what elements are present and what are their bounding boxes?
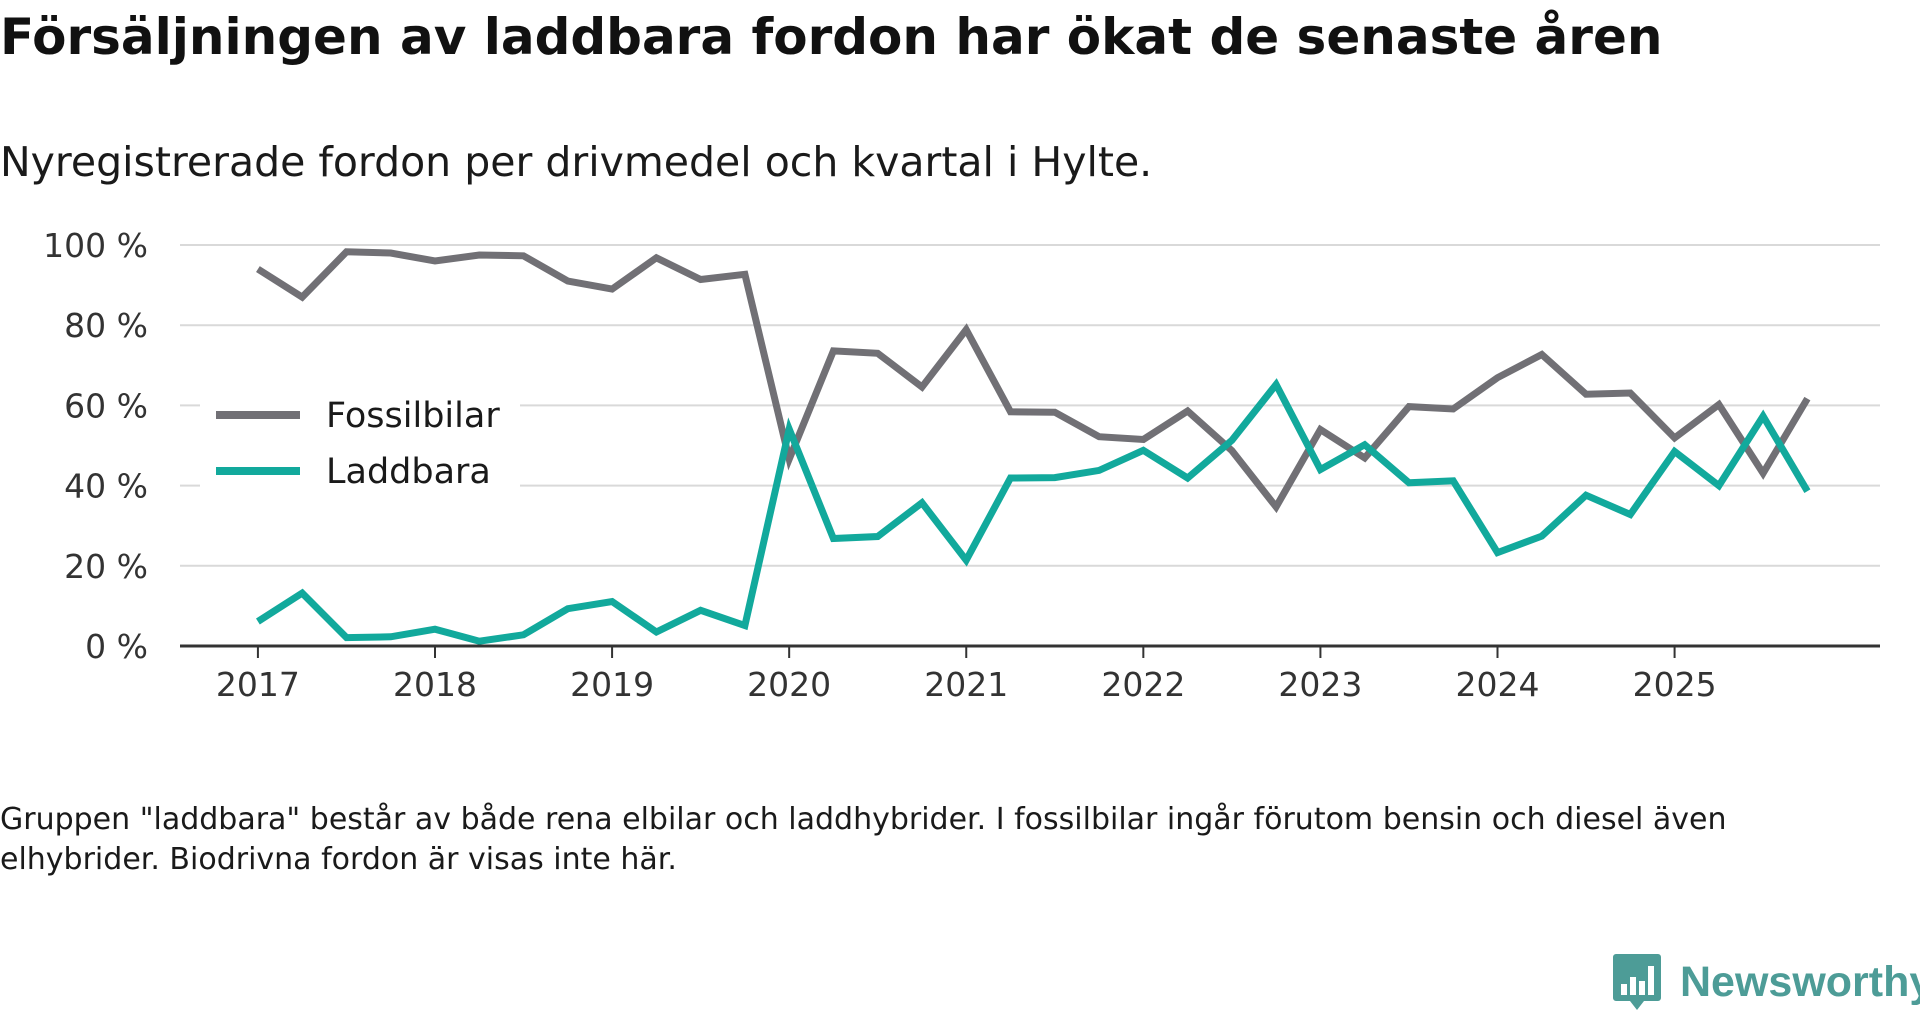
chart-series [256,248,1811,645]
legend-label-laddbara: Laddbara [326,452,491,492]
brand-name: Newsworthy [1680,957,1920,1006]
x-tick-label: 2025 [1633,665,1717,704]
gridlines [180,244,1880,567]
y-tick-label: 0 % [85,627,148,666]
newsworthy-logo-icon [1613,954,1661,1010]
y-tick-label: 40 % [64,467,148,506]
x-tick-label: 2019 [570,665,654,704]
x-tick-label: 2024 [1456,665,1540,704]
chart-title: Försäljningen av laddbara fordon har öka… [0,8,1663,66]
x-tick-label: 2018 [393,665,477,704]
line-chart: 0 % 20 % 40 % 60 % 80 % 100 % 2017 2018 2019 202… [43,226,1880,704]
x-tick-label: 2021 [924,665,1008,704]
legend-label-fossilbilar: Fossilbilar [326,396,500,436]
brand-logo[interactable]: Newsworthy [1612,950,1920,1014]
y-tick-label: 60 % [64,386,148,425]
x-tick-label: 2017 [216,665,300,704]
y-tick-label: 20 % [64,547,148,586]
x-axis: 2017 2018 2019 2020 2021 2022 2023 2024 2025 [180,644,1880,704]
x-tick-label: 2020 [747,665,831,704]
series-line-laddbara [256,378,1811,645]
y-tick-label: 100 % [43,226,148,265]
x-tick-label: 2023 [1278,665,1362,704]
chart-subtitle: Nyregistrerade fordon per drivmedel och … [0,138,1153,186]
legend: Fossilbilar Laddbara [200,385,520,497]
y-tick-label: 80 % [64,306,148,345]
y-axis-ticks: 0 % 20 % 40 % 60 % 80 % 100 % [43,226,148,666]
x-tick-label: 2022 [1101,665,1185,704]
series-line-fossilbilar [256,248,1811,514]
footnote: Gruppen "laddbara" består av både rena e… [0,802,1727,877]
legend-background [200,385,520,497]
